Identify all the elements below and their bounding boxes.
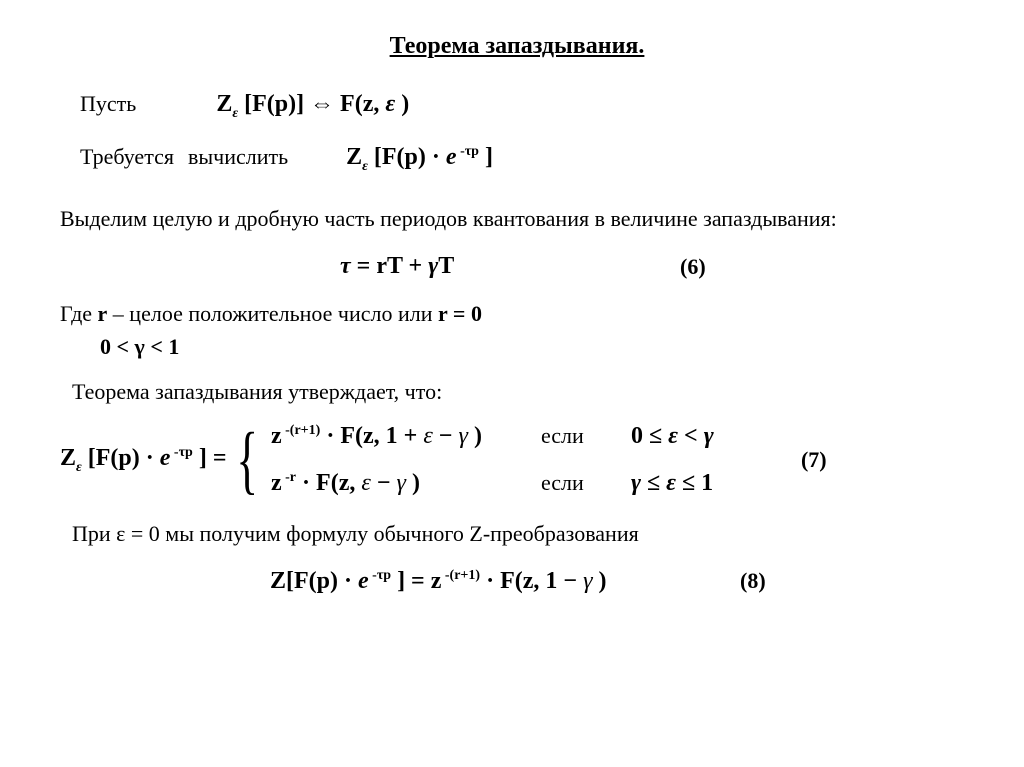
line-let: Пусть Zε [F(p)] ⇔ F(z, ε ) bbox=[80, 88, 974, 123]
paragraph-theorem-states: Теорема запаздывания утверждает, что: bbox=[72, 377, 974, 408]
case1-cond: 0 ≤ ε < γ bbox=[631, 420, 761, 454]
paragraph-eps-zero: При ε = 0 мы получим формулу обычного Z-… bbox=[72, 519, 974, 550]
equation-7-cases: z -(r+1) · F(z, 1 + ε − γ ) если 0 ≤ ε <… bbox=[271, 420, 761, 501]
equation-8-row: Z[F(p) · e -τp ] = z -(r+1) · F(z, 1 − γ… bbox=[60, 564, 974, 600]
case1-if: если bbox=[541, 421, 631, 452]
paragraph-decompose: Выделим целую и дробную часть периодов к… bbox=[60, 204, 974, 235]
text-required: Требуется bbox=[80, 142, 174, 173]
text-let: Пусть bbox=[80, 89, 136, 120]
case2-expr: z -r · F(z, ε − γ ) bbox=[271, 467, 541, 501]
brace-icon: { bbox=[236, 422, 258, 498]
equation-6-row: τ = rT + γT (6) bbox=[60, 249, 974, 285]
equation-7-case-2: z -r · F(z, ε − γ ) если γ ≤ ε ≤ 1 bbox=[271, 467, 761, 501]
formula-to-compute: Zε [F(p) · e -τp ] bbox=[346, 141, 493, 176]
line-required: Требуется вычислить Zε [F(p) · e -τp ] bbox=[80, 141, 974, 176]
case1-expr: z -(r+1) · F(z, 1 + ε − γ ) bbox=[271, 420, 541, 454]
equation-7-case-1: z -(r+1) · F(z, 1 + ε − γ ) если 0 ≤ ε <… bbox=[271, 420, 761, 454]
equation-7-row: Zε [F(p) · e -τp ] = { z -(r+1) · F(z, 1… bbox=[60, 420, 974, 501]
text-compute: вычислить bbox=[188, 142, 288, 173]
equation-8-number: (8) bbox=[740, 566, 766, 597]
equation-6-number: (6) bbox=[680, 252, 706, 283]
text-r-bold: r bbox=[98, 301, 108, 326]
equation-7-lhs: Zε [F(p) · e -τp ] = bbox=[60, 442, 227, 477]
text-r-desc: – целое положительное число или bbox=[107, 301, 438, 326]
document-page: Теорема запаздывания. Пусть Zε [F(p)] ⇔ … bbox=[0, 0, 1024, 644]
equation-6-formula: τ = rT + γT bbox=[340, 250, 454, 284]
case2-cond: γ ≤ ε ≤ 1 bbox=[631, 467, 761, 501]
formula-given: Zε [F(p)] ⇔ F(z, ε ) bbox=[216, 88, 409, 123]
case2-if: если bbox=[541, 468, 631, 499]
equation-7-number: (7) bbox=[801, 445, 827, 476]
page-title: Теорема запаздывания. bbox=[60, 30, 974, 64]
text-where: Где bbox=[60, 301, 98, 326]
gamma-range: 0 < γ < 1 bbox=[100, 332, 974, 363]
equation-8-formula: Z[F(p) · e -τp ] = z -(r+1) · F(z, 1 − γ… bbox=[270, 565, 607, 599]
text-r-zero: r = 0 bbox=[438, 301, 482, 326]
paragraph-where-r: Где r – целое положительное число или r … bbox=[60, 299, 974, 330]
